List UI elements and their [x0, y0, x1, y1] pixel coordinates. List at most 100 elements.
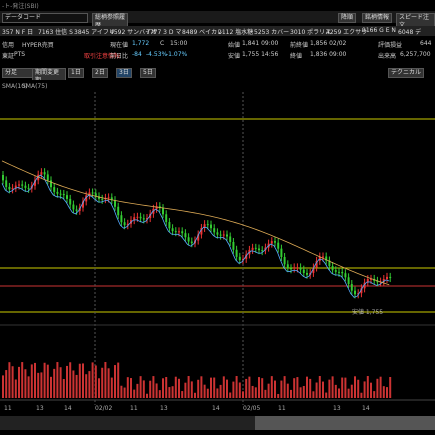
mode-dropdown[interactable]: 分足: [2, 68, 36, 78]
volume-bar: [216, 388, 219, 398]
volume-bar: [274, 380, 276, 398]
candle: [206, 224, 209, 226]
ticker[interactable]: 357 N F 日: [2, 29, 34, 36]
volume-bar: [18, 366, 20, 398]
candle: [242, 258, 244, 261]
day-button[interactable]: 3日: [116, 68, 132, 78]
quote-field: -84: [132, 51, 142, 58]
volume-bar: [11, 366, 14, 398]
candle: [5, 180, 8, 187]
ticker[interactable]: 2112 塩水糖: [218, 29, 254, 36]
candle: [229, 236, 232, 242]
x-label: 13: [36, 405, 44, 412]
volume-bar: [325, 392, 328, 398]
technical-button[interactable]: テクニカル: [388, 68, 425, 78]
code-input[interactable]: データコード: [2, 13, 88, 23]
volume-bar: [14, 379, 17, 398]
ticker[interactable]: 6048 デ: [398, 29, 422, 36]
volume-bar: [318, 376, 321, 398]
x-label: 14: [362, 405, 370, 412]
volume-bar: [258, 377, 260, 398]
ticker[interactable]: 3010 ポラリス: [290, 29, 332, 36]
toolbar-button[interactable]: 銘柄情報: [362, 13, 393, 23]
ticker[interactable]: 9166 G E N: [362, 27, 396, 34]
candle: [98, 196, 100, 199]
candle: [37, 174, 40, 181]
candle: [110, 197, 113, 201]
volume-bar: [181, 391, 184, 398]
volume-bar: [354, 376, 356, 398]
legend: SMA(75): [22, 83, 47, 90]
quote-field: 始値: [228, 42, 241, 49]
candle: [210, 224, 212, 229]
candle: [197, 234, 200, 241]
quote-field: 終値: [290, 53, 303, 60]
x-label: 02/02: [95, 405, 112, 412]
volume-bar: [219, 384, 222, 398]
x-label: 11: [130, 405, 138, 412]
ticker[interactable]: 4592 サンバイオ: [110, 29, 158, 36]
volume-bar: [59, 367, 62, 398]
volume-bar: [27, 376, 30, 398]
toolbar-button[interactable]: 降順: [338, 13, 357, 23]
candle: [315, 260, 318, 268]
ticker[interactable]: 7777 3 D マ: [146, 29, 182, 36]
volume-bar: [315, 382, 318, 398]
volume-bar: [114, 365, 116, 398]
volume-bar: [155, 383, 158, 398]
x-label: 13: [160, 405, 168, 412]
volume-bar: [341, 377, 344, 398]
candle: [27, 187, 30, 189]
candle: [219, 234, 222, 236]
quote-field: 取引注意情報: [84, 53, 121, 60]
volume-bar: [366, 376, 369, 398]
candle: [338, 271, 340, 273]
ticker[interactable]: 3845 アイフリ: [74, 29, 115, 36]
volume-bar: [200, 376, 203, 398]
volume-bar: [37, 372, 40, 398]
volume-bar: [382, 386, 385, 398]
volume-bar: [98, 378, 100, 398]
day-button[interactable]: 5日: [140, 68, 156, 78]
candle: [43, 172, 46, 175]
candle: [322, 256, 324, 258]
quote-field: 東証: [2, 53, 15, 60]
candle: [334, 270, 337, 272]
volume-bar: [386, 387, 388, 398]
volume-bar: [184, 382, 187, 398]
quote-row: 東証 PTS 取引注意情報 前日比 -84 -4.53% -1.07% 安値 1,755 14:…: [0, 51, 435, 61]
candle: [213, 228, 216, 233]
day-button[interactable]: 1日: [68, 68, 84, 78]
candle: [354, 290, 356, 295]
volume-bar: [72, 370, 75, 398]
ticker[interactable]: 7163 住信 S: [38, 29, 73, 36]
day-button[interactable]: 2日: [92, 68, 108, 78]
ticker[interactable]: 5253 カバー: [254, 29, 290, 36]
volume-bar: [101, 367, 104, 398]
candle: [382, 279, 385, 282]
candle: [222, 234, 225, 236]
candle: [178, 231, 180, 233]
candle: [293, 267, 296, 269]
quote-field: 安値: [228, 53, 241, 60]
volume-bar: [232, 381, 235, 398]
candle: [126, 223, 129, 226]
candle: [299, 267, 302, 270]
volume-bar: [56, 362, 59, 398]
volume-bar: [360, 392, 363, 398]
volume-bar: [30, 364, 33, 398]
volume-bar: [190, 381, 193, 398]
volume-bar: [270, 376, 273, 398]
quote-field: 1,841 09:00: [242, 40, 279, 47]
candle: [184, 233, 187, 238]
candle: [306, 272, 308, 275]
quote-field: PTS: [14, 51, 26, 58]
ticker[interactable]: 8489 ベイカレ: [182, 29, 224, 36]
ticker[interactable]: 4259 エクサウ: [326, 29, 368, 36]
volume-bar: [344, 377, 347, 398]
candle: [341, 272, 344, 274]
volume-bar: [174, 376, 177, 398]
scroll-thumb[interactable]: [255, 416, 435, 430]
candle: [174, 231, 177, 233]
volume-bar: [277, 393, 280, 398]
